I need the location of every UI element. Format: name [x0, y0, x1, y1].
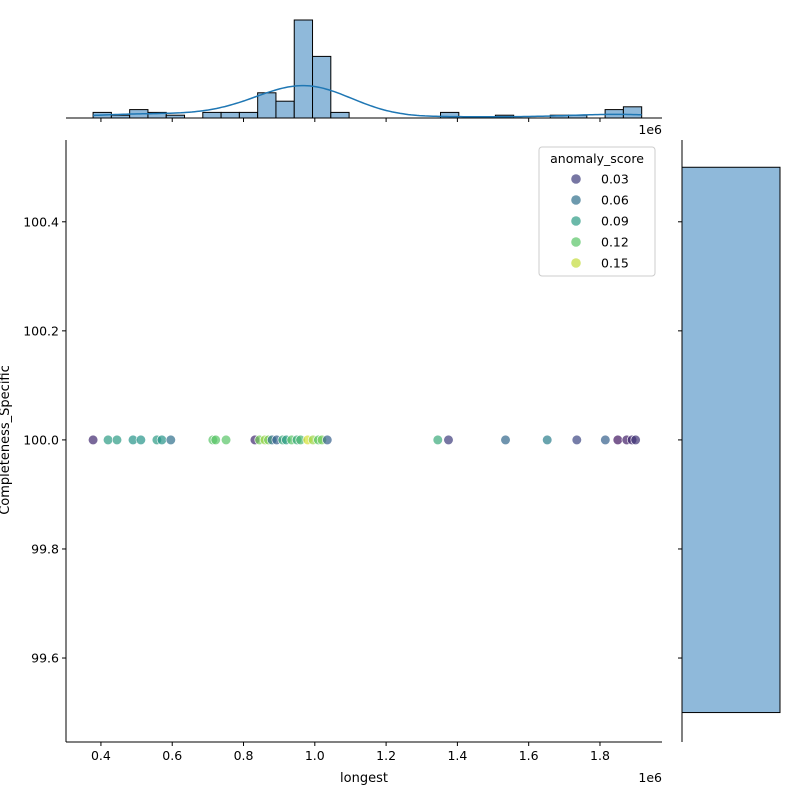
scatter-point — [571, 434, 582, 446]
histogram-bar — [110, 114, 131, 119]
y-tick-label: 99.6 — [31, 651, 59, 666]
scatter-point — [500, 434, 511, 446]
legend-box — [538, 146, 656, 277]
scatter-point — [630, 434, 641, 446]
scatter-point — [432, 434, 443, 446]
y-tick-label: 100.4 — [23, 214, 59, 229]
legend-label: 0.09 — [601, 214, 629, 229]
histogram-bar — [440, 111, 460, 119]
y-axis-label: Completeness_Specific — [0, 365, 13, 515]
histogram-bar — [275, 100, 295, 119]
x-tick-label: 1.0 — [305, 748, 325, 763]
histogram-bar — [202, 111, 222, 119]
x-tick-label: 1.8 — [590, 748, 610, 763]
legend-label: 0.03 — [601, 172, 629, 187]
scatter-point — [111, 434, 123, 446]
scatter-point — [542, 434, 553, 446]
legend-marker — [571, 216, 581, 226]
legend-label: 0.12 — [601, 235, 629, 250]
legend-label: 0.15 — [601, 256, 629, 271]
y-tick-label: 100.0 — [23, 432, 59, 447]
scatter-point — [87, 434, 99, 446]
scatter-point — [443, 434, 454, 446]
kde-curve — [93, 84, 642, 118]
scatter-point — [165, 434, 176, 446]
legend-marker — [571, 174, 581, 184]
legend-marker — [571, 195, 581, 205]
x-tick-label: 0.6 — [162, 748, 182, 763]
histogram-bar — [293, 19, 314, 119]
right-marginal-histogram — [678, 140, 781, 742]
y-tick-label: 100.2 — [23, 323, 59, 338]
histogram-bar — [220, 111, 240, 119]
scatter-point — [322, 434, 333, 446]
legend-label: 0.06 — [601, 193, 629, 208]
histogram-bar — [330, 111, 350, 119]
x-tick-label: 0.8 — [234, 748, 254, 763]
x-tick-label: 0.4 — [91, 748, 111, 763]
y-tick-label: 99.8 — [31, 541, 59, 556]
scatter-point — [220, 434, 232, 446]
scatter-point — [135, 434, 146, 446]
x-axis-label: longest — [340, 771, 388, 786]
x-offset-label: 1e6 — [638, 770, 662, 785]
top-x-offset-label: 1e6 — [638, 122, 662, 137]
scatter-point — [210, 434, 221, 446]
histogram-bar — [238, 111, 259, 119]
top-marginal-histogram — [66, 19, 662, 122]
histogram-bar — [622, 106, 643, 119]
x-tick-label: 1.2 — [376, 748, 396, 763]
legend-title: anomaly_score — [550, 151, 644, 166]
legend-marker — [571, 258, 581, 268]
histogram-bar — [165, 114, 186, 119]
histogram-bar — [257, 92, 277, 119]
scatter-point — [600, 434, 611, 446]
scatter-point — [156, 434, 167, 446]
scatter-point — [102, 434, 114, 446]
histogram-bar — [681, 166, 781, 714]
legend: anomaly_score 0.03 0.06 0.09 0.12 0.15 — [538, 146, 656, 277]
legend-marker — [571, 237, 581, 247]
scatter-axes: 0.4 0.6 0.8 1.0 1.2 1.4 1.6 1.8 99.6 99.8 100.0 100… — [23, 140, 662, 763]
x-tick-label: 1.6 — [519, 748, 539, 763]
x-tick-label: 1.4 — [447, 748, 467, 763]
scatter-point — [612, 434, 623, 446]
